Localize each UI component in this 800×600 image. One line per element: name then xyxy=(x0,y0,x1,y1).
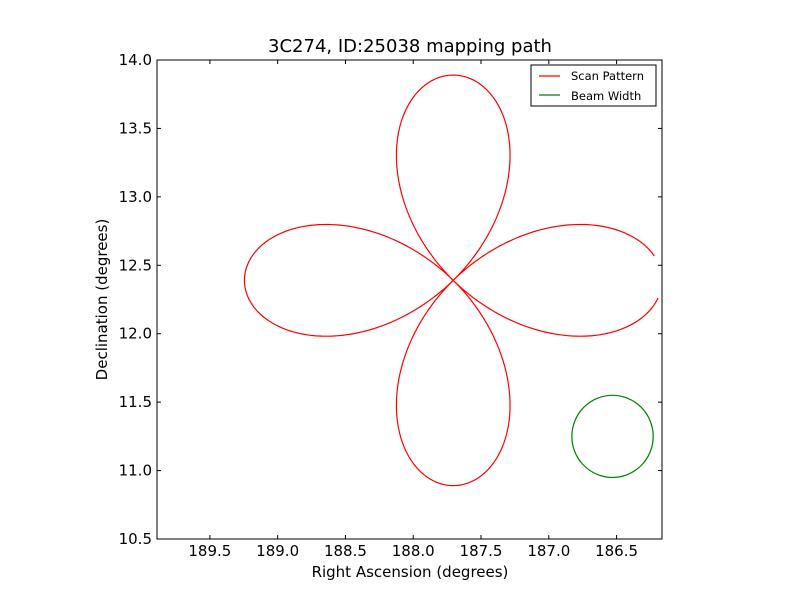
y-tick-label: 11.0 xyxy=(119,462,152,480)
y-tick-label: 12.5 xyxy=(119,256,152,274)
legend-label-beam-width: Beam Width xyxy=(571,89,641,103)
legend-label-scan-pattern: Scan Pattern xyxy=(571,69,644,83)
x-tick-label: 188.5 xyxy=(324,542,367,560)
chart-title: 3C274, ID:25038 mapping path xyxy=(268,36,552,57)
legend-box xyxy=(530,64,657,107)
legend: Scan Pattern Beam Width xyxy=(530,64,657,107)
y-tick-label: 11.5 xyxy=(119,393,152,411)
x-tick-label: 187.5 xyxy=(460,542,503,560)
y-tick-label: 10.5 xyxy=(119,530,152,548)
x-tick-label: 189.5 xyxy=(188,542,231,560)
x-tick-label: 187.0 xyxy=(527,542,570,560)
scan-pattern-line xyxy=(243,74,659,487)
y-tick-label: 13.0 xyxy=(119,188,152,206)
plot-frame xyxy=(156,59,663,540)
y-axis-title: Declination (degrees) xyxy=(93,219,111,381)
y-tick-label: 14.0 xyxy=(119,51,152,69)
beam-width-circle xyxy=(571,394,654,479)
y-tick-label: 12.0 xyxy=(119,325,152,343)
axis-ticks: 189.5 189.0 188.5 188.0 187.5 187.0 186.5 10.5 1… xyxy=(119,51,662,560)
x-axis-title: Right Ascension (degrees) xyxy=(312,563,509,581)
x-tick-label: 189.0 xyxy=(256,542,299,560)
x-tick-label: 186.5 xyxy=(595,542,638,560)
y-tick-label: 13.5 xyxy=(119,119,152,137)
x-tick-label: 188.0 xyxy=(392,542,435,560)
